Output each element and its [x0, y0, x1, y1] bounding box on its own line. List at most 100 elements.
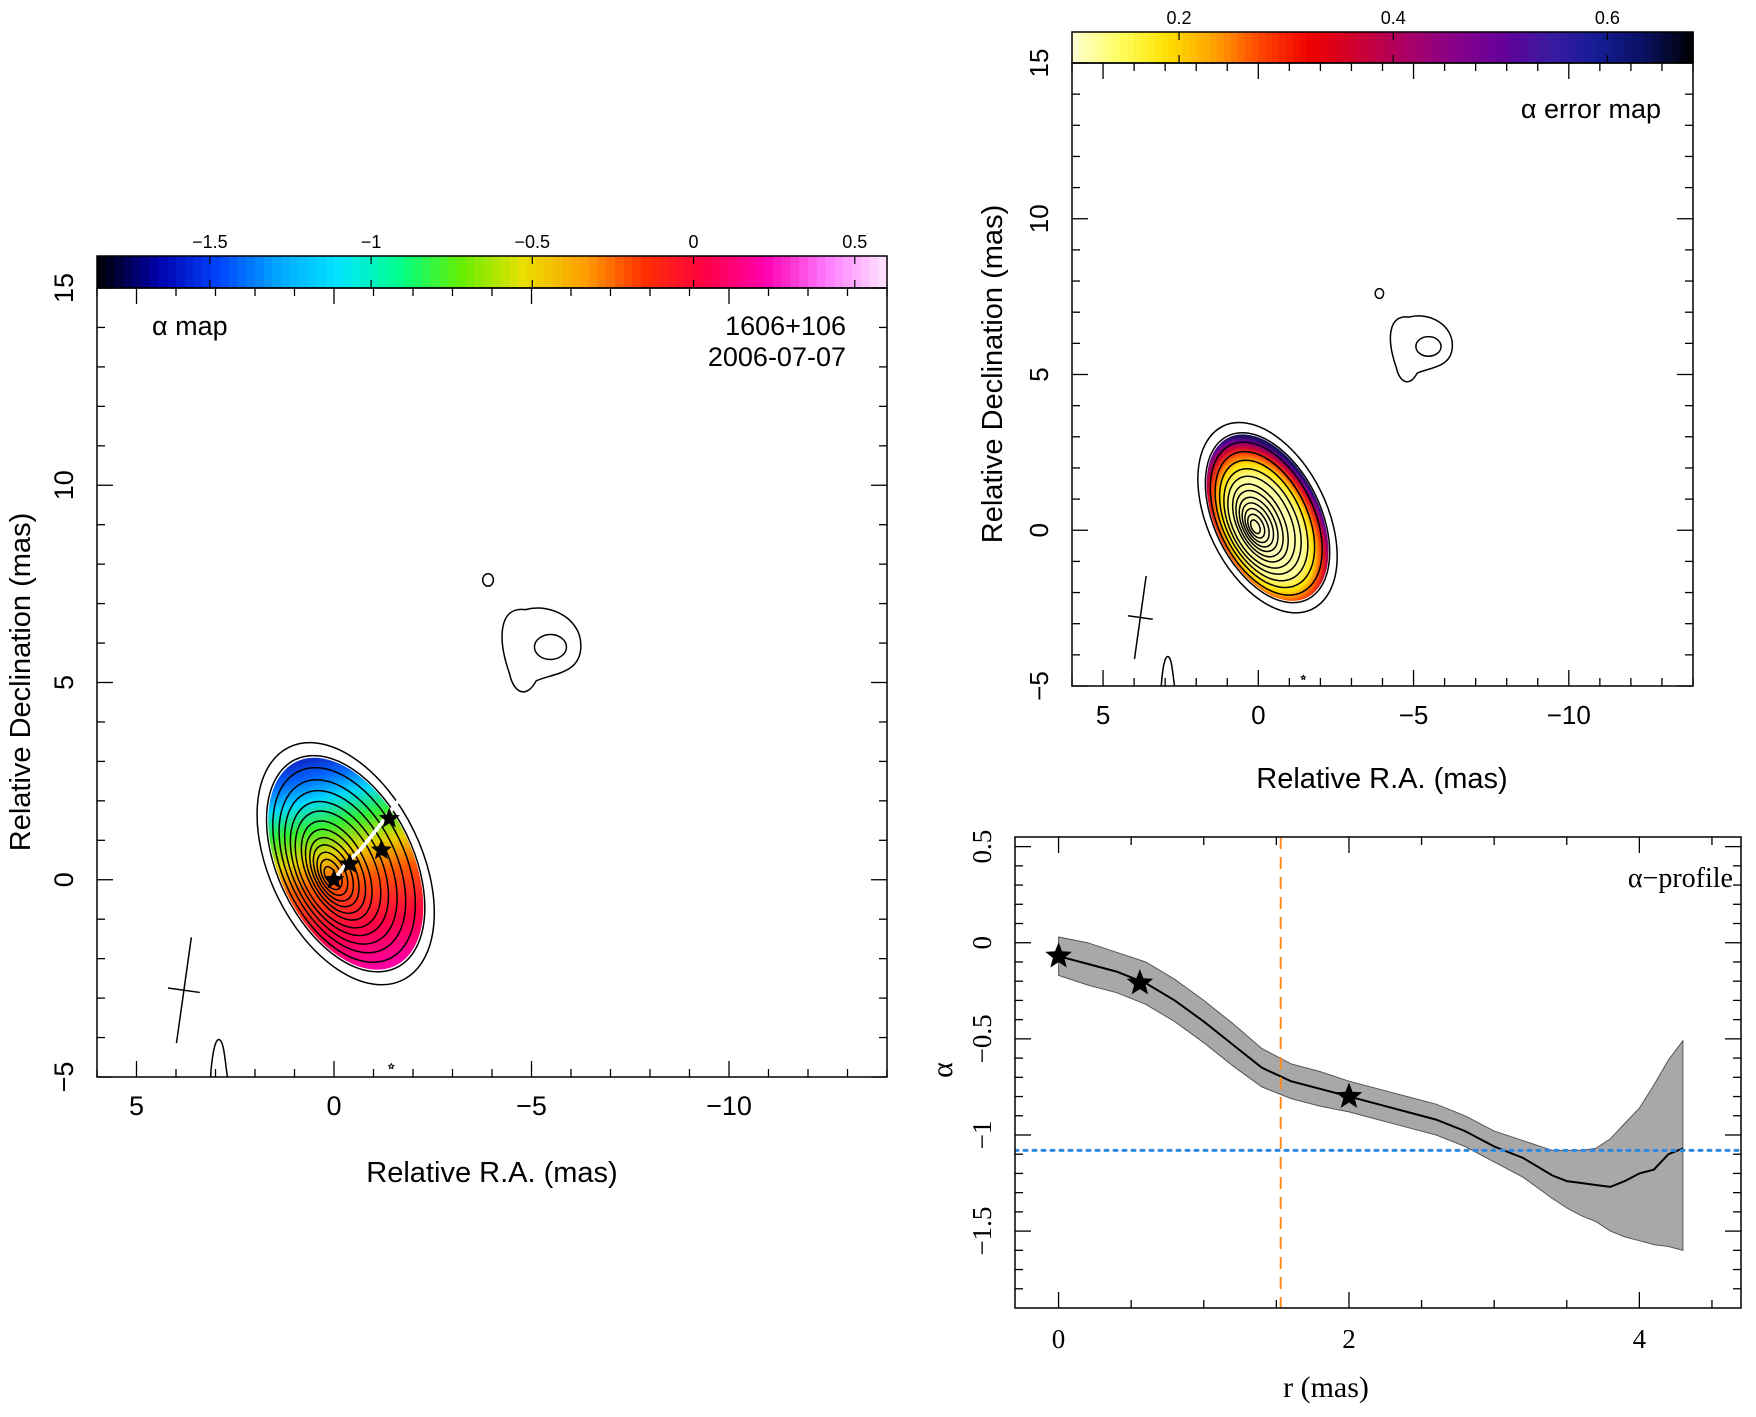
colorbar-swatch	[1285, 32, 1294, 63]
y-tick-label: 0.5	[967, 830, 997, 864]
component-star	[339, 853, 361, 873]
colorbar-swatch	[650, 256, 660, 288]
contour-line	[256, 741, 436, 986]
colorbar-swatch	[167, 256, 177, 288]
profile-markers	[1045, 942, 1363, 1108]
colorbar-swatch	[1555, 32, 1563, 63]
contour-line	[1231, 483, 1289, 563]
y-tick-label: 0	[49, 872, 79, 887]
colorbar-swatch	[1327, 32, 1335, 63]
colorbar-swatch	[1272, 32, 1280, 63]
colorbar-swatch	[1630, 32, 1639, 63]
colorbar-swatch	[588, 256, 599, 288]
y-tick-label: −0.5	[967, 1014, 997, 1063]
colorbar-swatch	[1665, 32, 1674, 63]
colorbar-swatch	[149, 256, 160, 288]
colorbar-swatch	[1196, 32, 1204, 63]
colorbar-swatch	[1120, 32, 1128, 63]
contour-line	[1214, 450, 1316, 589]
secondary-contour-outer	[1389, 315, 1453, 383]
alpha-axis-ticks: 5 0 −5 −10 −5 0 5 10 15	[49, 273, 888, 1121]
colorbar-swatch	[1658, 32, 1667, 63]
colorbar-swatch	[246, 256, 256, 288]
colorbar-swatch	[1437, 32, 1446, 63]
colorbar-swatch	[535, 256, 546, 288]
colorbar-swatch	[1334, 32, 1342, 63]
colorbar-swatch	[1444, 32, 1453, 63]
colorbar-swatch	[1230, 32, 1239, 63]
colorbar-swatch	[1368, 32, 1377, 63]
contour-line	[278, 779, 407, 954]
colorbar-tick-label: 0.5	[842, 232, 867, 252]
colorbar-swatch	[606, 256, 616, 288]
contour-line	[1247, 513, 1266, 539]
colorbar-swatch	[465, 256, 476, 288]
contour-line	[1241, 502, 1275, 548]
colorbar-tick-label: −1.5	[192, 232, 228, 252]
colorbar-swatch	[184, 256, 195, 288]
colorbar-swatch	[1575, 32, 1584, 63]
profile-error-band	[1058, 936, 1684, 1251]
colorbar-swatch	[1410, 32, 1418, 63]
error-beam-cross	[1127, 575, 1153, 660]
colorbar-swatch	[527, 256, 537, 288]
contour-line	[294, 810, 382, 929]
alpha-source-name: 1606+106	[725, 311, 846, 341]
colorbar-swatch	[228, 256, 239, 288]
y-tick-label: 0	[967, 936, 997, 950]
colorbar-swatch	[1520, 32, 1529, 63]
colorbar-swatch	[1479, 32, 1487, 63]
colorbar-swatch	[746, 256, 757, 288]
colorbar-swatch	[1389, 32, 1398, 63]
colorbar-swatch	[202, 256, 212, 288]
alpha-panel-label: α map	[152, 311, 228, 341]
colorbar-swatch	[290, 256, 300, 288]
colorbar-swatch	[676, 256, 686, 288]
colorbar-swatch	[1341, 32, 1349, 63]
colorbar-swatch	[843, 256, 853, 288]
error-y-axis-label: Relative Declination (mas)	[977, 205, 1009, 543]
colorbar-tick-label: 0.4	[1381, 8, 1406, 28]
profile-plot-frame	[1014, 836, 1742, 1309]
tiny-contour	[1300, 674, 1307, 681]
colorbar-swatch	[176, 256, 186, 288]
error-axis-ticks: 5 0 −5 −10 −5 0 5 10 15	[1024, 49, 1694, 730]
colorbar-swatch	[799, 256, 809, 288]
colorbar-swatch	[1617, 32, 1625, 63]
colorbar-swatch	[1106, 32, 1115, 63]
colorbar-swatch	[1651, 32, 1660, 63]
colorbar-swatch	[193, 256, 204, 288]
colorbar-tick-label: 0	[689, 232, 699, 252]
contour-line	[1197, 421, 1338, 614]
contour-line	[1227, 475, 1296, 569]
colorbar-swatch	[351, 256, 362, 288]
colorbar-swatch	[764, 256, 774, 288]
y-tick-label: −5	[49, 1062, 79, 1093]
profile-y-axis-label: α	[926, 1062, 959, 1078]
contour-line	[1249, 519, 1261, 535]
colorbar-swatch	[1223, 32, 1232, 63]
colorbar-swatch	[1210, 32, 1218, 63]
colorbar-swatch	[685, 256, 695, 288]
colorbar-swatch	[1561, 32, 1570, 63]
x-tick-label: −10	[706, 1091, 752, 1121]
y-tick-label: 5	[49, 675, 79, 690]
alpha-y-axis-label: Relative Declination (mas)	[5, 513, 37, 851]
colorbar-swatch	[114, 256, 125, 288]
colorbar-swatch	[851, 256, 862, 288]
colorbar-swatch	[492, 256, 502, 288]
colorbar-swatch	[1134, 32, 1142, 63]
contour-line	[272, 766, 417, 964]
colorbar-swatch	[1361, 32, 1370, 63]
x-tick-label: 4	[1633, 1324, 1647, 1354]
colorbar-swatch	[316, 256, 327, 288]
colorbar-swatch	[720, 256, 730, 288]
edge-contour	[1160, 655, 1176, 686]
colorbar-swatch	[562, 256, 572, 288]
colorbar-swatch	[878, 256, 888, 288]
error-plot-frame	[1071, 62, 1694, 687]
colorbar-swatch	[360, 256, 370, 288]
colorbar-swatch	[667, 256, 678, 288]
colorbar-swatch	[456, 256, 467, 288]
contour-line	[300, 820, 373, 921]
